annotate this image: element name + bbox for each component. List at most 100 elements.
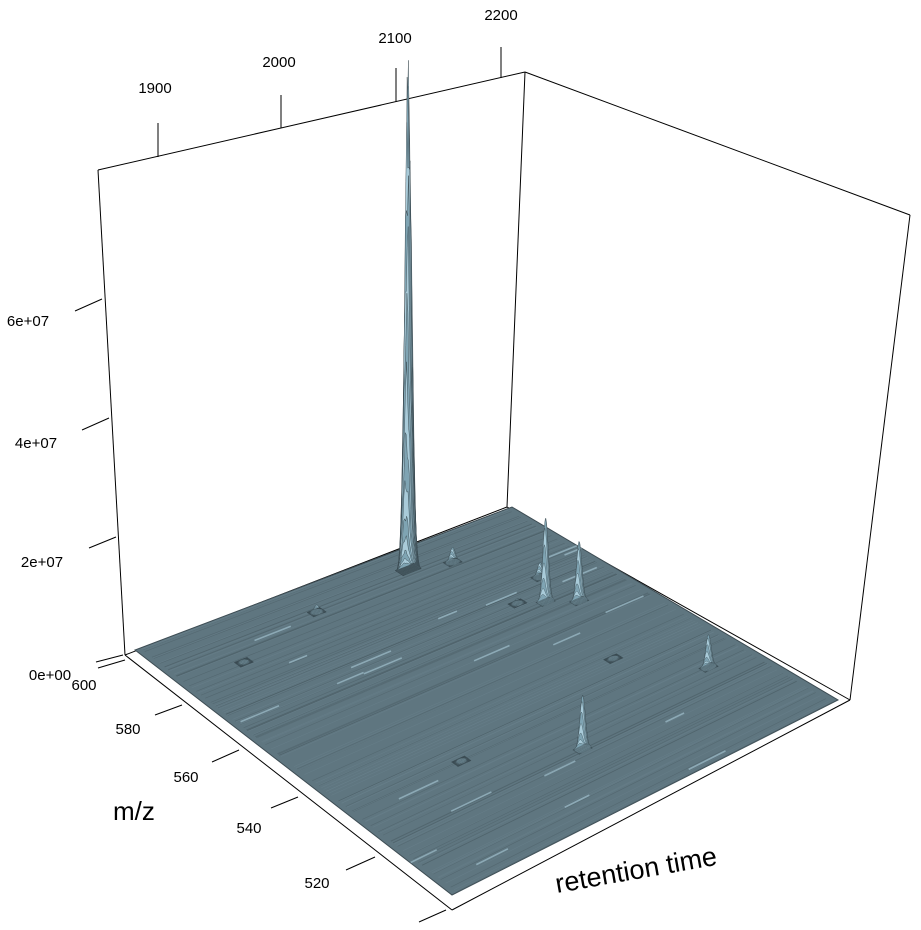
surface-peak-slice <box>603 653 617 660</box>
y-tick-label: 520 <box>304 875 329 892</box>
surface-peak <box>234 657 254 668</box>
surface-texture-line <box>255 579 627 738</box>
surface-peak-slice <box>442 557 457 563</box>
surface-texture-line <box>364 646 739 822</box>
surface-texture-line <box>432 687 808 874</box>
surface-texture-line <box>379 655 754 834</box>
surface-texture-line <box>200 545 570 696</box>
surface-streak <box>350 650 392 669</box>
surface-texture-line <box>382 657 757 836</box>
x-tick-label: 1900 <box>138 80 171 97</box>
surface-streak <box>475 848 509 866</box>
surface-texture-line <box>394 663 769 845</box>
surface-streak <box>564 794 590 809</box>
surface-peak-slice <box>443 557 457 564</box>
surface-texture-line <box>246 573 617 731</box>
x-tick-label: 2200 <box>484 7 517 24</box>
surface-texture-line <box>351 637 725 812</box>
surface-texture-line <box>362 644 736 820</box>
box-front-edges <box>124 654 851 911</box>
surface-texture-line <box>278 593 650 756</box>
surface-streak <box>688 750 726 771</box>
surface-texture-line <box>378 654 753 832</box>
surface-texture-line <box>255 579 626 738</box>
surface-texture-line <box>339 630 712 802</box>
surface-texture-line <box>159 520 528 664</box>
surface-texture-line <box>169 526 538 672</box>
surface-texture-line <box>168 526 537 671</box>
surface-peak <box>572 694 593 755</box>
surface-texture-line <box>173 529 542 675</box>
surface-streak <box>473 644 510 662</box>
surface-texture-line <box>296 604 669 770</box>
surface-texture-line <box>141 509 510 650</box>
surface-streak <box>410 849 438 864</box>
surface-texture-line <box>345 634 719 807</box>
surface-texture-line <box>216 555 587 708</box>
surface-texture-line <box>151 515 520 658</box>
surface-texture-line <box>318 617 691 786</box>
surface-peak-slice <box>306 607 321 613</box>
y-tick-mark <box>97 659 126 669</box>
surface-peak-slice <box>698 662 712 669</box>
z-tick-mark <box>88 536 117 549</box>
surface-texture-line <box>280 594 652 757</box>
surface-texture-line <box>247 574 618 732</box>
surface-texture-line <box>346 634 720 808</box>
surface-streak <box>336 671 364 685</box>
surface-texture-line <box>270 588 642 750</box>
z-tick-mark <box>74 298 103 312</box>
surface-texture-line <box>352 638 726 813</box>
surface-texture-line <box>450 698 827 888</box>
surface-texture-line <box>198 544 567 694</box>
surface-peaks <box>234 60 719 767</box>
surface-texture-line <box>159 520 527 664</box>
surface-texture-line <box>325 622 699 792</box>
surface-texture-line <box>415 677 791 861</box>
surface-streak <box>363 657 403 675</box>
x-tick-label: 2100 <box>378 30 411 47</box>
surface-texture-line <box>225 561 596 715</box>
surface-peak <box>535 518 556 608</box>
surface-peak-slice <box>394 562 414 572</box>
y-tick-mark <box>211 749 240 763</box>
surface-streak <box>665 712 685 723</box>
surface-texture-line <box>168 526 537 671</box>
surface-texture-line <box>144 511 512 652</box>
box-edge-top-back-left <box>97 71 526 171</box>
surface-peak <box>451 755 472 767</box>
surface-texture-line <box>402 669 778 851</box>
surface-texture-line <box>408 672 784 856</box>
surface-peak-slice <box>609 657 624 664</box>
z-tick-mark <box>95 654 124 663</box>
surface-peak-slice <box>307 607 322 614</box>
surface-streak <box>240 704 280 723</box>
surface-peak <box>394 60 422 577</box>
surface-texture-line <box>210 551 580 703</box>
surface-texture-line <box>440 692 816 880</box>
y-tick-label: 540 <box>236 820 261 837</box>
x-tick-label: 2000 <box>262 54 295 71</box>
box-edge-back-vertical <box>506 71 526 508</box>
surface-streak <box>544 760 576 777</box>
surface-texture-line <box>277 592 649 755</box>
surface-texture-line <box>214 554 584 706</box>
y-tick-label: 580 <box>115 721 140 738</box>
surface-texture-line <box>141 509 509 650</box>
surface-texture-line <box>321 619 694 788</box>
surface-texture-line <box>205 548 574 699</box>
z-tick-label: 2e+07 <box>21 554 63 571</box>
surface-texture-line <box>453 700 830 891</box>
surface-texture-line <box>256 579 627 739</box>
surface-streak <box>605 595 644 614</box>
surface-texture-line <box>167 525 536 670</box>
surface-peak <box>698 634 719 673</box>
surface-texture-line <box>247 574 618 731</box>
surface-peak-slice <box>535 594 550 603</box>
surface-texture-line <box>419 679 795 864</box>
surface-streak <box>450 791 492 812</box>
surface-peak-slice <box>240 661 254 668</box>
surface-texture-line <box>191 540 561 689</box>
surface-texture-line <box>331 625 704 796</box>
